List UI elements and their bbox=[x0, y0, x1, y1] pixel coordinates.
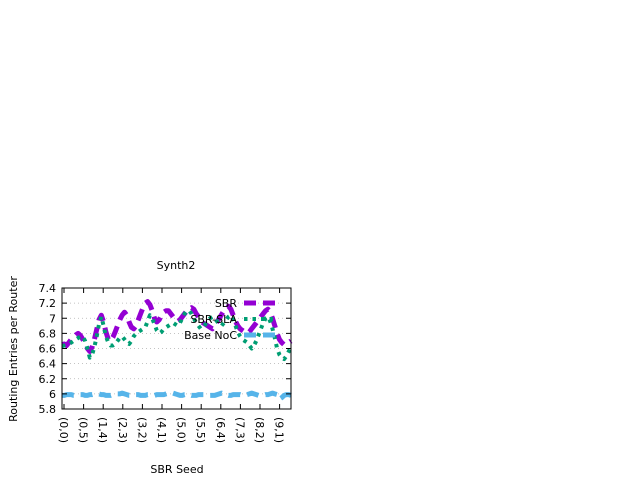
series-layer bbox=[61, 299, 293, 402]
x-tick-label: (5,0) bbox=[175, 417, 188, 443]
x-tick-label: (0,0) bbox=[57, 417, 70, 443]
y-axis: 5.8 6 6.2 6.4 6.6 6.8 7 7.2 7.4 bbox=[39, 282, 291, 416]
y-tick-label: 6.6 bbox=[39, 343, 57, 356]
x-tick-label: (4,1) bbox=[155, 417, 168, 443]
legend-label: SBR-SLA bbox=[190, 313, 237, 326]
y-tick-label: 6 bbox=[49, 388, 56, 401]
x-tick-label: (9,1) bbox=[273, 417, 286, 443]
legend-label: Base NoC bbox=[184, 329, 237, 342]
y-tick-label: 5.8 bbox=[39, 403, 57, 416]
legend: SBR SBR-SLA Base NoC bbox=[184, 297, 276, 342]
series-line-sbr-sla bbox=[61, 308, 293, 362]
x-tick-label: (5,5) bbox=[194, 417, 207, 443]
y-tick-label: 7.4 bbox=[39, 282, 57, 295]
x-tick-label: (7,3) bbox=[233, 417, 246, 443]
y-tick-label: 6.8 bbox=[39, 327, 57, 340]
x-tick-label: (3,2) bbox=[135, 417, 148, 443]
series-line-base-noc bbox=[61, 389, 292, 402]
x-axis: (0,0) (0,5) (1,4) (2,3) (3,2) (4,1) (5,0) (5,5)… bbox=[57, 288, 286, 443]
legend-label: SBR bbox=[215, 297, 238, 310]
y-tick-label: 6.2 bbox=[39, 373, 57, 386]
x-tick-label: (8,2) bbox=[253, 417, 266, 443]
y-axis-label: Routing Entries per Router bbox=[7, 276, 20, 422]
x-tick-label: (2,3) bbox=[116, 417, 129, 443]
chart-title: Synth2 bbox=[157, 259, 196, 272]
x-tick-label: (1,4) bbox=[96, 417, 109, 443]
y-tick-label: 6.4 bbox=[39, 358, 57, 371]
y-tick-label: 7.2 bbox=[39, 297, 57, 310]
grid-lines bbox=[62, 302, 291, 395]
y-tick-label: 7 bbox=[49, 312, 56, 325]
x-tick-label: (0,5) bbox=[77, 417, 90, 443]
x-tick-label: (6,4) bbox=[214, 417, 227, 443]
x-axis-label: SBR Seed bbox=[150, 463, 203, 476]
plot-frame bbox=[61, 287, 292, 410]
